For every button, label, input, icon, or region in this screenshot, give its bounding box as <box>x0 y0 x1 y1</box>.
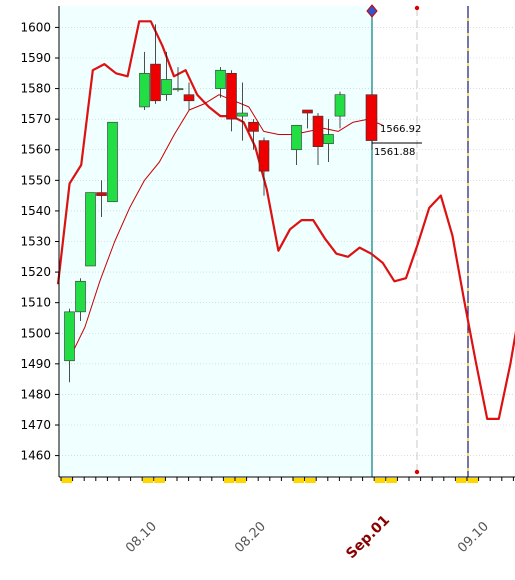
candle-6 <box>150 24 161 104</box>
candle-0 <box>64 308 75 383</box>
day-marker <box>467 478 479 483</box>
y-tick-label: 1590 <box>20 51 51 65</box>
candle-18 <box>323 119 334 162</box>
x-tick-label: 08.10 <box>123 519 160 556</box>
candle-19 <box>334 91 346 129</box>
candle-body-down <box>258 140 270 172</box>
candle-20 <box>365 94 378 150</box>
x-tick-label: Sep.01 <box>343 512 393 562</box>
candle-body-down <box>96 192 107 196</box>
candle-15 <box>291 124 302 166</box>
candle-body-down <box>183 94 195 102</box>
candle-body-down <box>302 109 313 114</box>
candle-1 <box>75 278 86 322</box>
candle-9 <box>183 82 195 110</box>
y-tick-label: 1470 <box>20 418 51 432</box>
candle-body-up <box>172 88 184 91</box>
day-marker <box>293 478 305 483</box>
y-tick-label: 1540 <box>20 204 51 218</box>
candle-body-down <box>226 72 237 120</box>
x-tick-label: 09.10 <box>455 519 492 556</box>
y-tick-label: 1580 <box>20 82 51 96</box>
day-marker <box>154 478 165 483</box>
candles-layer <box>64 24 378 383</box>
candle-body-down <box>312 115 324 147</box>
price-label-lower: 1561.88 <box>374 147 415 158</box>
candle-8 <box>172 67 184 92</box>
candle-7 <box>161 51 172 101</box>
now-diamond-marker <box>366 4 378 18</box>
price-labels-layer: 1566.92 1561.88 <box>372 124 422 158</box>
candle-body-up <box>85 192 96 267</box>
price-label-upper: 1566.92 <box>380 124 421 135</box>
axes-layer <box>55 6 515 483</box>
day-marker <box>235 478 247 483</box>
day-marker <box>386 478 397 483</box>
candle-body-up <box>139 72 150 108</box>
y-tick-label: 1500 <box>20 326 51 340</box>
y-tick-label: 1570 <box>20 112 51 126</box>
candle-2 <box>85 192 96 267</box>
day-marker <box>305 478 316 483</box>
candle-body-up <box>75 280 86 313</box>
day-marker <box>223 478 235 483</box>
candle-11 <box>226 70 237 132</box>
y-tick-label: 1520 <box>20 265 51 279</box>
candle-13 <box>248 119 259 150</box>
y-tick-label: 1530 <box>20 235 51 249</box>
candle-body-up <box>161 79 172 95</box>
candle-4 <box>107 121 118 203</box>
day-marker <box>142 478 154 483</box>
y-tick-label: 1560 <box>20 143 51 157</box>
candle-body-down <box>150 63 161 102</box>
projection-marker-bottom-dot <box>414 469 420 475</box>
y-tick-label: 1600 <box>20 20 51 34</box>
candle-body-up <box>215 69 226 89</box>
candle-body-up <box>107 121 118 203</box>
candle-body-down <box>248 121 259 132</box>
y-tick-label: 1490 <box>20 357 51 371</box>
day-marker <box>61 478 73 483</box>
candle-body-up <box>64 311 75 362</box>
y-tick-label: 1510 <box>20 296 51 310</box>
candle-body-up <box>323 134 334 144</box>
y-tick-labels: 1460 1470 1480 1490 1500 1510 1520 1530 1540 1550… <box>20 20 51 462</box>
y-tick-label: 1480 <box>20 387 51 401</box>
candle-body-up <box>334 94 346 117</box>
x-tick-labels: 08.10 08.20 Sep.01 09.10 <box>123 512 492 562</box>
candle-3 <box>96 180 107 218</box>
day-marker <box>455 478 467 483</box>
candle-5 <box>139 51 150 110</box>
candle-body-up <box>291 124 302 151</box>
day-marker <box>374 478 386 483</box>
candle-10 <box>215 67 226 98</box>
candle-16 <box>302 109 313 129</box>
projection-marker-top-dot <box>414 5 420 11</box>
gridlines-layer <box>59 27 515 456</box>
candle-body-down <box>365 94 378 141</box>
cycle-line <box>56 20 515 420</box>
cycle-line-layer <box>56 20 515 420</box>
markers-layer <box>366 4 469 477</box>
candle-12 <box>237 82 248 141</box>
x-tick-label: 08.20 <box>232 519 269 556</box>
candle-14 <box>258 137 270 196</box>
y-tick-label: 1460 <box>20 449 51 463</box>
candle-17 <box>312 113 324 166</box>
y-tick-label: 1550 <box>20 173 51 187</box>
candle-body-up <box>237 112 248 117</box>
